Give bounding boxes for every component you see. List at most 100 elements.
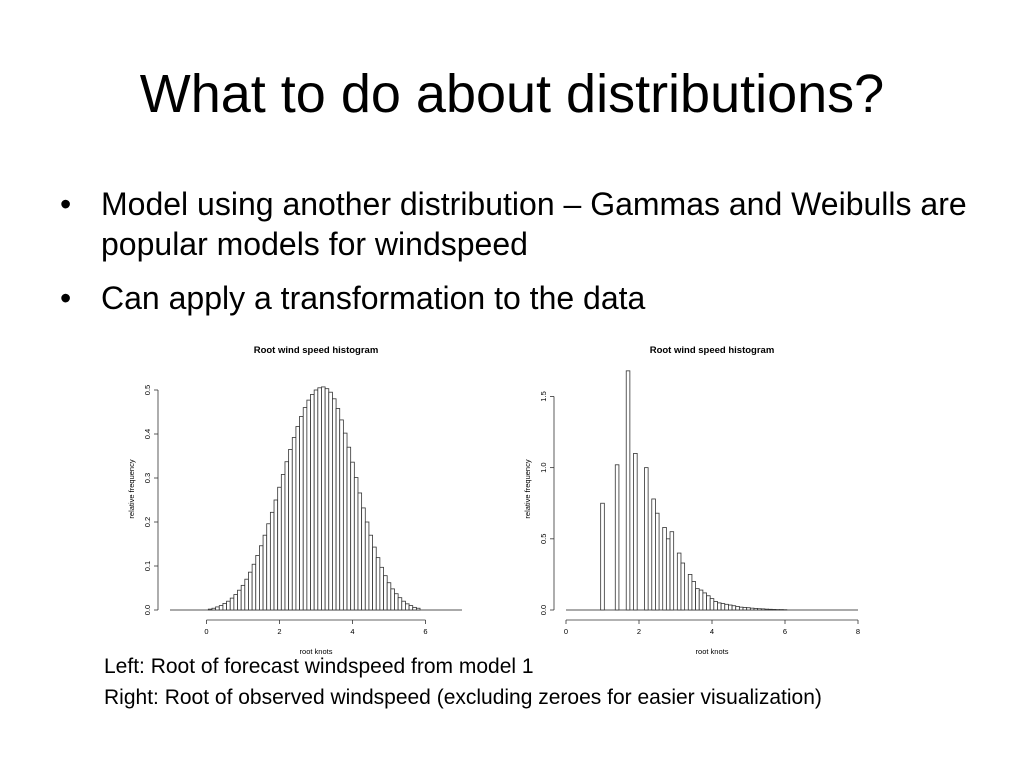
histogram-bar xyxy=(244,578,249,611)
x-axis-label: root knots xyxy=(300,647,333,656)
x-tick-label: 8 xyxy=(856,627,860,636)
histogram-bar xyxy=(695,588,700,611)
histogram-bar xyxy=(335,408,341,611)
histogram-bar xyxy=(757,608,762,611)
histogram-bar xyxy=(713,601,718,611)
histogram-bar xyxy=(280,474,286,611)
histogram-bar xyxy=(394,593,399,611)
histogram-bar xyxy=(240,584,246,611)
histogram-bar xyxy=(651,498,656,611)
histogram-bar xyxy=(302,407,308,611)
histogram-bar xyxy=(321,386,326,611)
histogram-bar xyxy=(357,492,363,611)
histogram-bar xyxy=(397,597,403,611)
histogram-bar xyxy=(625,370,631,611)
histogram-bar xyxy=(662,527,667,611)
histogram-bar xyxy=(339,419,344,611)
histogram-bar xyxy=(273,499,279,611)
histogram-bar xyxy=(633,453,638,611)
y-tick-label: 0.5 xyxy=(539,534,548,544)
histogram-bar xyxy=(207,608,213,611)
y-tick-label: 0.2 xyxy=(143,517,152,527)
histogram-bar xyxy=(375,557,381,611)
histogram-bar xyxy=(255,555,260,611)
histogram-bar xyxy=(386,582,392,611)
y-tick-label: 0.5 xyxy=(143,385,152,395)
histogram-bar xyxy=(211,607,217,611)
histogram-bar xyxy=(753,608,759,611)
x-tick-label: 0 xyxy=(564,627,568,636)
histogram-bar xyxy=(669,531,675,611)
histogram-bar xyxy=(724,603,729,611)
histogram-bar xyxy=(731,605,737,611)
x-tick-label: 4 xyxy=(350,627,354,636)
histogram-bar xyxy=(702,592,707,611)
histogram-bar xyxy=(251,563,257,611)
histogram-bar xyxy=(665,538,671,611)
histogram-bar xyxy=(288,449,293,611)
bullet-dot-icon: • xyxy=(60,280,72,316)
histogram-bar xyxy=(405,603,410,611)
histogram-bar xyxy=(229,597,235,611)
histogram-bar xyxy=(680,562,686,611)
histogram-bar xyxy=(299,416,304,611)
histogram-bar xyxy=(614,464,620,611)
histogram-bar xyxy=(291,437,297,611)
histogram-bar xyxy=(353,477,359,611)
histogram-bar xyxy=(248,571,253,611)
histogram-bar xyxy=(233,594,238,611)
histogram-bar xyxy=(237,589,242,611)
histogram-bar xyxy=(760,608,766,611)
histogram-bar xyxy=(259,545,264,611)
histogram-bar xyxy=(379,566,384,611)
histogram-bar xyxy=(749,607,755,611)
histogram-bar xyxy=(328,391,333,611)
y-tick-label: 1.5 xyxy=(539,391,548,401)
histogram-bar xyxy=(226,600,231,611)
x-tick-label: 4 xyxy=(710,627,714,636)
histogram-bar xyxy=(728,604,733,611)
y-tick-label: 0.0 xyxy=(143,605,152,615)
bullet-item: • Can apply a transformation to the data xyxy=(58,278,978,318)
caption-right: Right: Root of observed windspeed (exclu… xyxy=(104,686,822,709)
histogram-bar xyxy=(313,389,319,611)
chart-title: Root wind speed histogram xyxy=(650,345,775,356)
chart-title: Root wind speed histogram xyxy=(254,345,379,356)
bullet-item: • Model using another distribution – Gam… xyxy=(58,184,978,264)
histogram-bar xyxy=(691,581,696,611)
histogram-bar xyxy=(218,605,224,611)
histogram-bar xyxy=(771,609,777,611)
histogram-bar xyxy=(222,602,227,611)
histogram-bar xyxy=(342,432,348,611)
histogram-bar xyxy=(412,606,417,611)
y-tick-label: 0.4 xyxy=(143,429,152,439)
histogram-bar xyxy=(215,606,220,611)
histogram-bar xyxy=(390,588,395,611)
histogram-bar xyxy=(317,387,322,611)
histogram-bar xyxy=(735,606,740,611)
x-tick-label: 0 xyxy=(204,627,208,636)
histogram-bar xyxy=(346,446,352,611)
histogram-right: Root wind speed histogram 0 2 4 6 8 root knots… xyxy=(523,345,860,656)
histogram-bar xyxy=(361,507,366,611)
histogram-bar xyxy=(768,608,773,611)
histogram-bar xyxy=(368,534,373,611)
histogram-bar xyxy=(262,534,268,611)
histogram-bar xyxy=(644,467,649,611)
histogram-bar xyxy=(717,602,722,611)
histogram-bar xyxy=(738,606,744,611)
histogram-bar xyxy=(269,511,275,611)
histogram-bar xyxy=(600,502,605,611)
histogram-bar xyxy=(383,575,388,611)
bullet-dot-icon: • xyxy=(60,186,72,222)
histogram-bar xyxy=(676,552,682,611)
histogram-bar xyxy=(764,608,769,611)
y-tick-label: 0.1 xyxy=(143,561,152,571)
slide-title: What to do about distributions? xyxy=(139,64,885,124)
histogram-bar xyxy=(372,546,377,611)
x-tick-label: 2 xyxy=(637,627,641,636)
y-axis-label: relative frequency xyxy=(523,459,532,518)
bullet-text: Model using another distribution – Gamma… xyxy=(101,186,967,262)
bullet-text: Can apply a transformation to the data xyxy=(101,280,646,316)
histogram-bar xyxy=(655,512,660,611)
